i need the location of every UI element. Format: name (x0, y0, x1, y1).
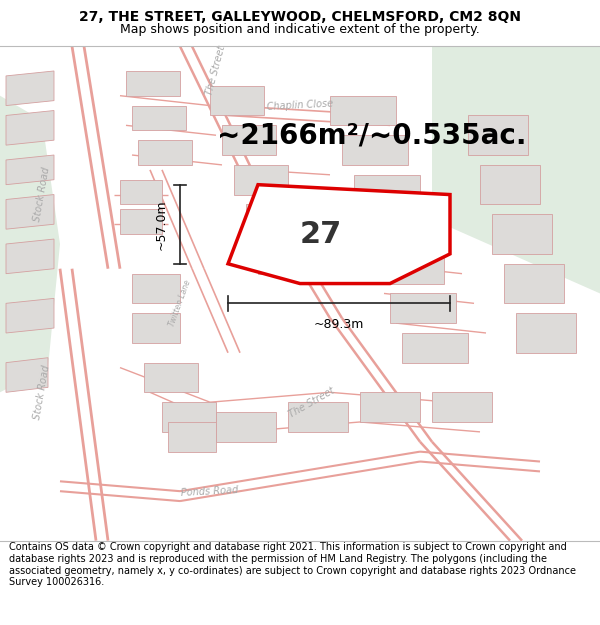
Text: ~2166m²/~0.535ac.: ~2166m²/~0.535ac. (217, 121, 527, 149)
Polygon shape (432, 392, 492, 422)
Polygon shape (222, 126, 276, 155)
Polygon shape (0, 96, 60, 392)
Polygon shape (504, 264, 564, 303)
Polygon shape (210, 86, 264, 116)
Polygon shape (168, 422, 216, 452)
Polygon shape (354, 175, 420, 204)
Text: Stock Road: Stock Road (32, 166, 52, 222)
Polygon shape (162, 402, 216, 432)
Text: ~89.3m: ~89.3m (314, 318, 364, 331)
Polygon shape (246, 204, 300, 234)
Text: 27, THE STREET, GALLEYWOOD, CHELMSFORD, CM2 8QN: 27, THE STREET, GALLEYWOOD, CHELMSFORD, … (79, 10, 521, 24)
Polygon shape (6, 155, 54, 184)
Polygon shape (390, 294, 456, 323)
Polygon shape (342, 135, 408, 165)
Polygon shape (120, 209, 162, 234)
Text: The Street: The Street (205, 45, 227, 97)
Polygon shape (216, 412, 276, 442)
Polygon shape (480, 165, 540, 204)
Text: The Street: The Street (287, 385, 337, 419)
Polygon shape (6, 298, 54, 333)
Text: Stock Road: Stock Road (32, 364, 52, 421)
Polygon shape (126, 71, 180, 96)
Polygon shape (360, 392, 420, 422)
Polygon shape (468, 116, 528, 155)
Polygon shape (234, 165, 288, 194)
Polygon shape (366, 214, 432, 244)
Text: Map shows position and indicative extent of the property.: Map shows position and indicative extent… (120, 23, 480, 36)
Text: Ponds Road: Ponds Road (181, 485, 239, 498)
Polygon shape (120, 180, 162, 204)
Polygon shape (228, 184, 450, 284)
Polygon shape (138, 140, 192, 165)
Polygon shape (378, 254, 444, 284)
Polygon shape (288, 402, 348, 432)
Polygon shape (6, 239, 54, 274)
Polygon shape (6, 194, 54, 229)
Polygon shape (258, 244, 312, 274)
Text: ~57.0m: ~57.0m (155, 199, 168, 249)
Text: Chaplin Close: Chaplin Close (266, 99, 334, 112)
Text: Twitten Lane: Twitten Lane (167, 279, 193, 328)
Polygon shape (432, 46, 600, 294)
Polygon shape (402, 333, 468, 362)
Polygon shape (516, 313, 576, 352)
Text: 27: 27 (300, 219, 342, 249)
Polygon shape (492, 214, 552, 254)
Polygon shape (6, 71, 54, 106)
Polygon shape (132, 274, 180, 303)
Polygon shape (132, 313, 180, 343)
Polygon shape (132, 106, 186, 130)
Polygon shape (6, 111, 54, 145)
Polygon shape (144, 362, 198, 392)
Text: Contains OS data © Crown copyright and database right 2021. This information is : Contains OS data © Crown copyright and d… (9, 542, 576, 587)
Polygon shape (6, 357, 48, 392)
Polygon shape (330, 96, 396, 126)
